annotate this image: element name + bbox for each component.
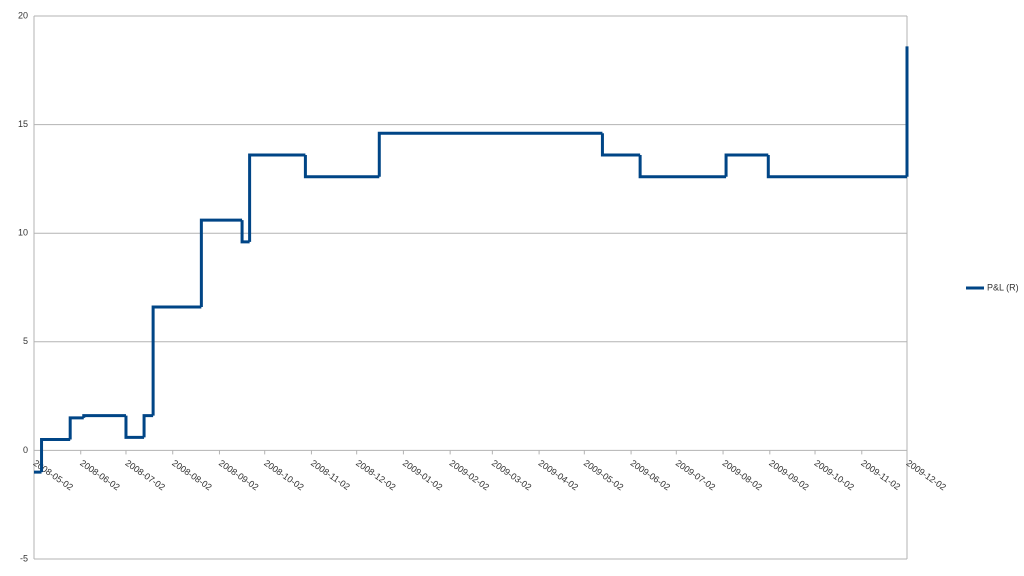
- y-tick-label: 10: [18, 228, 28, 238]
- step-segment: [40, 438, 71, 473]
- x-tick-label: 2009-11-02: [859, 458, 902, 492]
- step-segment: [82, 414, 126, 418]
- step-segment: [766, 155, 907, 179]
- x-tick-label: 2009-05-02: [582, 458, 625, 493]
- x-tick-label: 2008-06-02: [78, 458, 121, 493]
- x-tick-label: 2009-03-02: [490, 458, 533, 493]
- step-segment: [68, 416, 84, 440]
- x-tick-label: 2008-12-02: [354, 458, 397, 493]
- y-tick-label: 0: [23, 445, 28, 455]
- step-segment: [142, 414, 154, 438]
- x-tick-label: 2008-11-02: [309, 458, 352, 492]
- step-segment: [377, 131, 603, 177]
- step-segment: [199, 218, 243, 308]
- y-tick-label: -5: [20, 553, 28, 563]
- step-segment: [248, 153, 306, 242]
- y-tick-label: 5: [23, 336, 28, 346]
- x-tick-label: 2009-08-02: [721, 458, 764, 493]
- x-tick-label: 2009-12-02: [904, 458, 947, 493]
- step-segment: [724, 153, 769, 177]
- y-tick-label: 15: [18, 119, 28, 129]
- y-tick-label: 20: [18, 10, 28, 20]
- legend-label: P&L (R): [987, 282, 1019, 292]
- x-tick-label: 2008-07-02: [123, 458, 166, 493]
- step-segment: [638, 155, 727, 179]
- x-tick-label: 2008-09-02: [217, 458, 260, 493]
- x-tick-label: 2009-07-02: [674, 458, 717, 493]
- x-tick-label: 2008-08-02: [170, 458, 213, 493]
- step-segment: [151, 305, 202, 416]
- x-tick-label: 2008-05-02: [31, 458, 74, 493]
- step-segment: [240, 220, 250, 244]
- step-segment: [124, 415, 145, 439]
- step-segment: [303, 155, 380, 179]
- x-tick-label: 2009-02-02: [448, 458, 491, 493]
- x-tick-label: 2009-10-02: [813, 458, 856, 493]
- x-tick-label: 2009-04-02: [537, 458, 580, 493]
- x-tick-label: 2008-10-02: [262, 458, 305, 493]
- x-tick-label: 2009-01-02: [401, 458, 444, 493]
- step-segment: [600, 133, 641, 157]
- x-tick-label: 2009-09-02: [767, 458, 810, 493]
- x-tick-label: 2009-06-02: [629, 458, 672, 493]
